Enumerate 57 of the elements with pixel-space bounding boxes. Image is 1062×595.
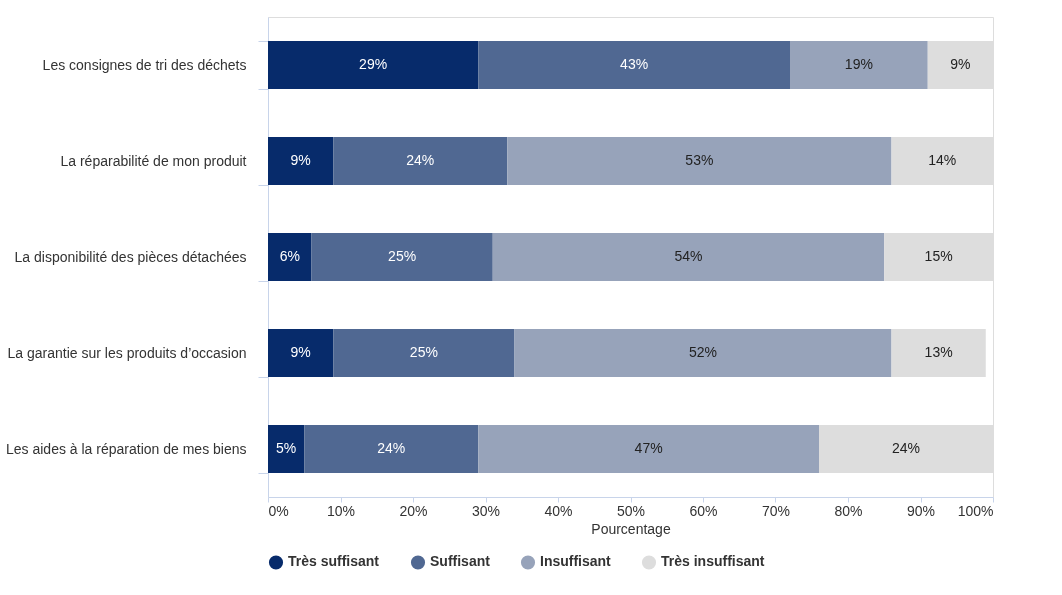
x-tick-label: 80% (834, 502, 863, 519)
y-tick-label: La garantie sur les produits d’occasion (7, 344, 247, 361)
data-label: 13% (924, 344, 953, 360)
y-tick-label: Les aides à la réparation de mes biens (6, 440, 247, 457)
data-label: 25% (388, 248, 417, 264)
bar (478, 425, 819, 473)
bar (304, 425, 479, 473)
bar (478, 41, 790, 89)
data-label: 19% (844, 56, 873, 72)
bar (268, 233, 312, 281)
bar (268, 425, 305, 473)
legend-label: Suffisant (430, 553, 491, 570)
bar (507, 137, 892, 185)
bar (268, 41, 479, 89)
y-tick-label: La réparabilité de mon produit (60, 152, 247, 169)
bar (492, 233, 885, 281)
x-tick-label: 20% (399, 502, 428, 519)
y-tick-label: La disponibilité des pièces détachées (14, 248, 247, 265)
x-tick-label: 60% (689, 502, 718, 519)
bar (514, 329, 892, 377)
bar (891, 329, 986, 377)
data-label: 53% (685, 152, 714, 168)
data-label: 24% (891, 440, 921, 456)
data-label: 29% (359, 56, 388, 72)
x-tick-label: 50% (616, 502, 646, 519)
data-label: 9% (290, 344, 311, 360)
data-label: 24% (406, 152, 435, 168)
bar (333, 329, 515, 377)
bar (790, 41, 928, 89)
bar (333, 137, 508, 185)
data-label: 52% (688, 344, 718, 360)
data-label: 14% (928, 152, 957, 168)
legend-label: Insuffisant (540, 553, 612, 570)
data-label: 9% (950, 56, 971, 72)
data-label: 43% (620, 56, 649, 72)
bar (311, 233, 493, 281)
data-label: 54% (674, 248, 703, 264)
legend-label: Très suffisant (288, 553, 380, 570)
data-label: 9% (290, 152, 311, 168)
x-tick-label: 100% (957, 502, 994, 519)
legend-label: Très insuffisant (661, 553, 765, 570)
data-label: 6% (279, 248, 300, 264)
x-tick-label: 30% (471, 502, 501, 519)
bar (268, 137, 334, 185)
x-tick-label: 10% (326, 502, 356, 519)
data-label: 24% (377, 440, 406, 456)
x-tick-label: 70% (761, 502, 791, 519)
bar (268, 329, 334, 377)
data-label: 25% (409, 344, 438, 360)
data-label: 47% (634, 440, 663, 456)
x-tick-label: 40% (544, 502, 573, 519)
data-label: 15% (924, 248, 953, 264)
data-label: 5% (276, 440, 297, 456)
x-axis-title: Pourcentage (591, 520, 671, 537)
x-tick-label: 0% (268, 502, 289, 519)
y-tick-label: Les consignes de tri des déchets (42, 56, 247, 73)
x-tick-label: 90% (906, 502, 936, 519)
